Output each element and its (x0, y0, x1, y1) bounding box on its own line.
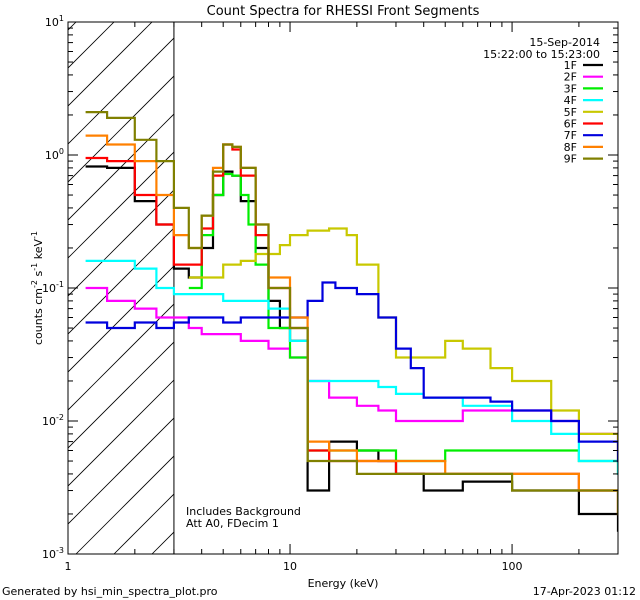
time-range-label: 15:22:00 to 15:23:00 (483, 48, 600, 61)
annotation-attenuator: Att A0, FDecim 1 (186, 517, 279, 530)
x-tick-label: 1 (65, 560, 72, 573)
hatch-line (68, 22, 115, 69)
hatch-line (68, 151, 174, 259)
x-tick-label: 100 (502, 560, 523, 573)
x-tick-label: 10 (283, 560, 297, 573)
y-tick-label: 101 (45, 14, 64, 29)
hatch-line (68, 227, 174, 335)
y-tick-label: 100 (45, 147, 64, 162)
x-axis-label: Energy (keV) (308, 577, 379, 590)
footer-generated-by: Generated by hsi_min_spectra_plot.pro (2, 585, 218, 598)
legend-label: 9F (564, 153, 577, 166)
y-tick-label: 10-3 (42, 546, 64, 561)
footer-timestamp: 17-Apr-2023 01:12 (533, 585, 636, 598)
hatch-line (570, 0, 640, 554)
hatch-line (68, 22, 77, 31)
hatch-line (418, 0, 640, 554)
hatched-region (0, 0, 640, 554)
date-label: 15-Sep-2014 (529, 36, 600, 49)
x-axis: 1 10 100 (65, 22, 619, 573)
hatch-line (0, 0, 106, 554)
hatch-line (532, 0, 640, 554)
series-7f (85, 281, 618, 463)
y-tick-label: 10-1 (42, 280, 64, 295)
hatch-line (68, 189, 174, 297)
hatch-line (380, 0, 640, 554)
hatch-line (68, 37, 174, 145)
legend-label: 7F (564, 129, 577, 142)
series-3f (188, 172, 618, 475)
hatch-line (456, 0, 640, 554)
series-lines (85, 111, 618, 532)
hatch-line (304, 0, 640, 554)
legend-label: 8F (564, 141, 577, 154)
legend-label: 3F (564, 82, 577, 95)
legend-label: 2F (564, 71, 577, 84)
legend-label: 1F (564, 59, 577, 72)
y-axis-label: counts cm-2 s-1 keV-1 (30, 231, 45, 345)
hatch-line (68, 22, 153, 107)
series-9f (85, 111, 618, 516)
hatch-line (68, 417, 174, 525)
hatch-line (68, 379, 174, 487)
chart-title: Count Spectra for RHESSI Front Segments (207, 4, 480, 19)
legend-label: 4F (564, 94, 577, 107)
hatch-line (68, 265, 174, 373)
legend-label: 5F (564, 106, 577, 119)
hatch-line (266, 0, 640, 554)
series-5f (188, 227, 618, 463)
y-tick-label: 10-2 (42, 413, 64, 428)
hatch-line (608, 0, 640, 554)
series-1f (85, 165, 618, 532)
hatch-line (342, 0, 640, 554)
series-8f (85, 134, 618, 516)
annotation-background: Includes Background (186, 505, 301, 518)
legend-label: 6F (564, 118, 577, 131)
y-axis: 10-3 10-2 10-1 100 101 (42, 14, 618, 561)
series-6f (85, 143, 618, 516)
